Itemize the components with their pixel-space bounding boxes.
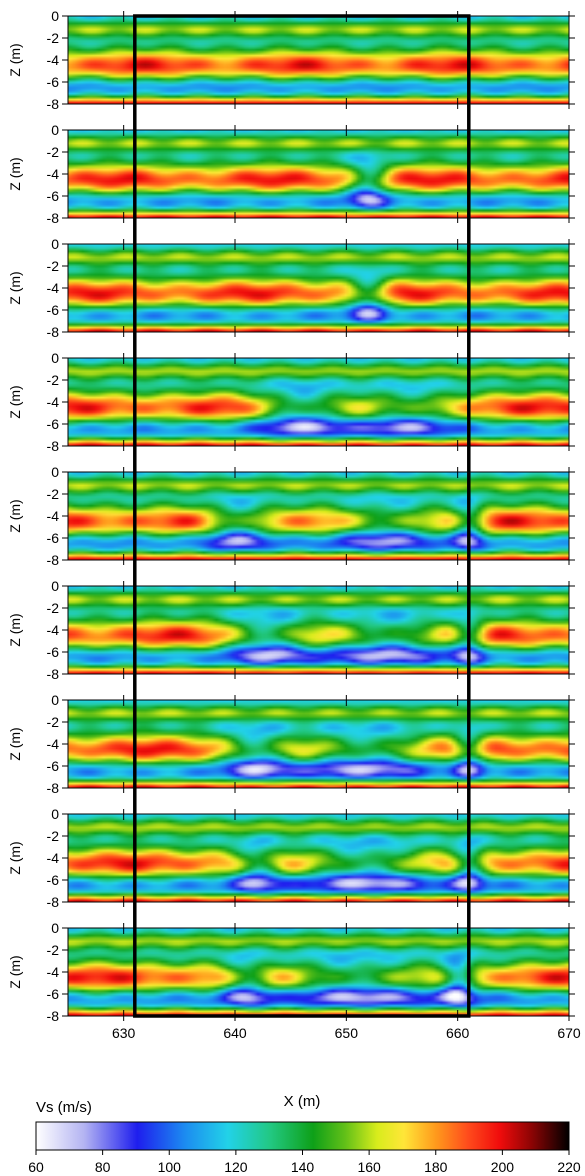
y-tick-label: -2 <box>47 714 60 730</box>
y-tick-label: -2 <box>47 144 60 160</box>
y-tick-label: -2 <box>47 372 60 388</box>
panel-heatmap <box>68 928 569 1016</box>
panel-7: 0 -2 -4 -6 -8 Z (m) <box>7 692 575 796</box>
y-tick-label: 0 <box>51 236 59 252</box>
y-tick-label: 0 <box>51 578 59 594</box>
y-tick-label: -6 <box>47 74 60 90</box>
y-axis-label: Z (m) <box>7 955 23 988</box>
colorbar-tick-label: 60 <box>28 1159 44 1175</box>
panel-8: 0 -2 -4 -6 -8 Z (m) <box>7 806 575 910</box>
y-tick-label: -6 <box>47 758 60 774</box>
panel-heatmap <box>68 244 569 332</box>
panel-5: 0 -2 -4 -6 -8 Z (m) <box>7 464 575 568</box>
colorbar-gradient <box>35 1121 570 1151</box>
y-axis-label: Z (m) <box>7 841 23 874</box>
y-tick-label: -4 <box>47 850 60 866</box>
y-tick-label: -8 <box>47 96 60 112</box>
y-tick-label: -6 <box>47 302 60 318</box>
y-tick-label: -8 <box>47 438 60 454</box>
x-tick-label: 630 <box>112 1025 136 1041</box>
y-tick-label: -8 <box>47 1008 60 1024</box>
panel-2: 0 -2 -4 -6 -8 Z (m) <box>7 122 575 226</box>
y-tick-label: -4 <box>47 52 60 68</box>
colorbar <box>35 1121 570 1151</box>
y-tick-label: -6 <box>47 872 60 888</box>
x-tick-label: 640 <box>223 1025 247 1041</box>
y-tick-label: -2 <box>47 30 60 46</box>
panel-heatmap <box>68 814 569 902</box>
x-tick-label: 650 <box>335 1025 359 1041</box>
y-axis-label: Z (m) <box>7 385 23 418</box>
y-tick-label: -8 <box>47 666 60 682</box>
y-tick-label: -4 <box>47 394 60 410</box>
panel-heatmap <box>68 472 569 560</box>
y-tick-label: -4 <box>47 280 60 296</box>
y-axis-label: Z (m) <box>7 613 23 646</box>
colorbar-tick-label: 80 <box>95 1159 111 1175</box>
panel-3: 0 -2 -4 -6 -8 Z (m) <box>7 236 575 340</box>
y-tick-label: -4 <box>47 736 60 752</box>
x-tick-label: 670 <box>557 1025 581 1041</box>
y-tick-label: -8 <box>47 894 60 910</box>
y-tick-label: -2 <box>47 486 60 502</box>
y-tick-label: -6 <box>47 644 60 660</box>
y-tick-label: -2 <box>47 258 60 274</box>
y-tick-label: -6 <box>47 416 60 432</box>
colorbar-tick-label: 180 <box>424 1159 448 1175</box>
colorbar-label: Vs (m/s) <box>36 1099 92 1116</box>
y-tick-label: 0 <box>51 122 59 138</box>
y-tick-label: -6 <box>47 530 60 546</box>
overlay-group <box>133 14 471 1018</box>
y-tick-label: -6 <box>47 986 60 1002</box>
y-axis-label: Z (m) <box>7 271 23 304</box>
x-tick-label: 660 <box>446 1025 470 1041</box>
x-axis-label: X (m) <box>284 1093 321 1110</box>
colorbar-tick-label: 160 <box>357 1159 381 1175</box>
colorbar-tick-label: 200 <box>491 1159 515 1175</box>
panel-9: 0 -2 -4 -6 -8 Z (m) <box>7 920 575 1024</box>
y-tick-label: -8 <box>47 780 60 796</box>
panel-6: 0 -2 -4 -6 -8 Z (m) <box>7 578 575 682</box>
colorbar-tick-label: 140 <box>291 1159 315 1175</box>
y-tick-label: -2 <box>47 942 60 958</box>
y-axis-label: Z (m) <box>7 727 23 760</box>
y-axis-label: Z (m) <box>7 499 23 532</box>
panel-heatmap <box>68 130 569 218</box>
y-tick-label: 0 <box>51 464 59 480</box>
y-tick-label: -8 <box>47 210 60 226</box>
y-axis-label: Z (m) <box>7 43 23 76</box>
panel-1: 0 -2 -4 -6 -8 Z (m) <box>7 8 575 112</box>
y-tick-label: -2 <box>47 600 60 616</box>
y-tick-label: -8 <box>47 552 60 568</box>
colorbar-tick-label: 100 <box>158 1159 182 1175</box>
y-tick-label: 0 <box>51 8 59 24</box>
y-tick-label: -4 <box>47 622 60 638</box>
y-tick-label: 0 <box>51 806 59 822</box>
colorbar-tick-label: 220 <box>557 1159 581 1175</box>
y-tick-label: -4 <box>47 166 60 182</box>
panel-heatmap <box>68 700 569 788</box>
y-tick-label: -4 <box>47 508 60 524</box>
panels-group: 0 -2 -4 -6 -8 Z (m) 0 -2 -4 -6 -8 Z (m) 0 -2 -4 -6 -8 Z (… <box>7 8 575 1024</box>
y-tick-label: 0 <box>51 350 59 366</box>
y-tick-label: 0 <box>51 692 59 708</box>
panel-heatmap <box>68 16 569 104</box>
highlight-box <box>133 14 471 1018</box>
panel-heatmap <box>68 358 569 446</box>
y-axis-label: Z (m) <box>7 157 23 190</box>
y-tick-label: 0 <box>51 920 59 936</box>
panel-4: 0 -2 -4 -6 -8 Z (m) <box>7 350 575 454</box>
x-axis: 630 640 650 660 670 <box>112 1025 581 1041</box>
panel-heatmap <box>68 586 569 674</box>
colorbar-tick-label: 120 <box>224 1159 248 1175</box>
y-tick-label: -8 <box>47 324 60 340</box>
colorbar-ticks: 60 80 100 120 140 160 180 200 220 <box>28 1150 581 1175</box>
y-tick-label: -2 <box>47 828 60 844</box>
y-tick-label: -6 <box>47 188 60 204</box>
y-tick-label: -4 <box>47 964 60 980</box>
